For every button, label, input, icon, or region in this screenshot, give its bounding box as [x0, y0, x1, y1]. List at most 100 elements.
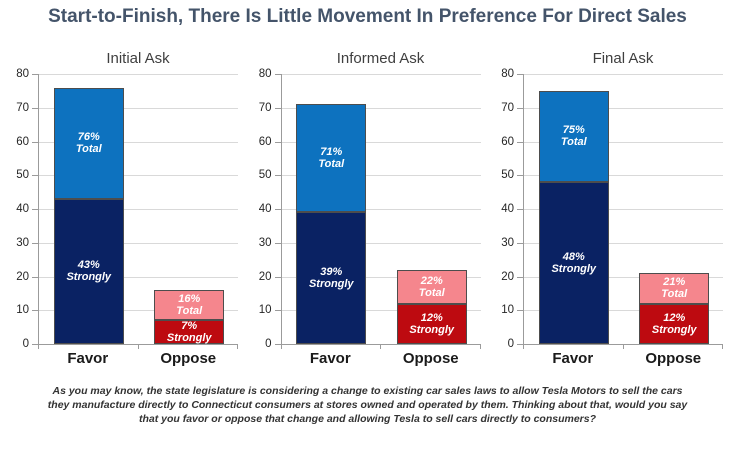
bar-favor: 39% Strongly 71% Total — [296, 74, 367, 344]
y-axis: 0 10 20 30 40 50 60 70 80 — [247, 68, 281, 350]
y-tick-mark — [517, 209, 523, 210]
charts-container: Initial Ask 0 10 20 30 40 50 60 70 80 43% Strongly 7… — [0, 50, 735, 370]
y-tick-mark — [274, 141, 281, 143]
panel-title: Final Ask — [592, 50, 654, 67]
bar-oppose: 12% Strongly 22% Total — [396, 74, 467, 344]
y-tick-mark — [274, 209, 281, 210]
bar-favor: 48% Strongly 75% Total — [538, 74, 609, 344]
segment-percent: 12% — [420, 311, 443, 324]
y-tick-mark — [517, 344, 523, 345]
y-tick-mark — [274, 344, 281, 345]
segment-word: Total — [418, 286, 445, 299]
x-tick-mark — [380, 345, 381, 349]
y-tick-label: 80 — [16, 68, 29, 80]
segment-percent: 71% — [320, 146, 343, 159]
y-tick-mark — [517, 74, 523, 75]
segment-percent: 43% — [77, 259, 100, 272]
segment-label: 76% Total — [76, 131, 102, 155]
y-tick-label: 80 — [258, 68, 272, 80]
y-tick-label: 80 — [501, 68, 514, 80]
y-tick-mark — [274, 276, 281, 278]
gridline — [281, 276, 481, 278]
category-label-oppose: Oppose — [645, 350, 702, 367]
y-tick-label: 20 — [501, 270, 514, 283]
y-tick-label: 70 — [16, 101, 29, 114]
segment-percent: 48% — [562, 251, 585, 263]
segment-word: Strongly — [66, 271, 112, 284]
segment-word: Strongly — [551, 263, 597, 275]
segment-percent: 39% — [320, 266, 343, 279]
segment-label: 71% Total — [318, 146, 344, 170]
y-tick-mark — [517, 107, 523, 109]
gridline — [524, 141, 723, 143]
segment-label: 39% Strongly — [309, 266, 354, 290]
bar-segment-strongly: 12% Strongly — [396, 303, 467, 344]
y-tick-mark — [274, 175, 281, 177]
gridline — [524, 310, 723, 312]
y-tick-mark — [32, 344, 38, 345]
bar-segment-total: 76% Total — [53, 87, 124, 199]
y-tick-mark — [274, 242, 281, 244]
segment-label: 16% Total — [176, 293, 202, 317]
y-tick-mark — [274, 74, 281, 75]
category-label-favor: Favor — [67, 350, 109, 367]
y-tick-label: 20 — [16, 270, 29, 283]
segment-word: Total — [75, 143, 102, 156]
y-tick-label: 70 — [501, 101, 514, 114]
gridline — [281, 242, 481, 244]
bar-segment-total: 22% Total — [396, 269, 467, 304]
bar-oppose: 7% Strongly 16% Total — [154, 74, 225, 344]
y-tick-label: 0 — [22, 338, 29, 350]
gridline — [281, 209, 481, 210]
y-tick-label: 60 — [16, 135, 29, 148]
y-tick-mark — [32, 141, 38, 143]
segment-percent: 21% — [663, 276, 686, 289]
segment-word: Total — [560, 136, 587, 149]
y-axis: 0 10 20 30 40 50 60 70 80 — [4, 68, 38, 350]
bar-segment-strongly: 12% Strongly — [639, 303, 710, 344]
gridline — [281, 175, 481, 177]
bar-segment-strongly: 48% Strongly — [538, 182, 609, 344]
segment-percent: 16% — [178, 293, 201, 306]
y-tick-label: 30 — [501, 236, 514, 249]
y-tick-label: 30 — [258, 236, 272, 249]
gridline — [524, 209, 723, 210]
category-label-favor: Favor — [552, 350, 594, 367]
segment-label: 22% Total — [419, 275, 445, 299]
y-tick-label: 30 — [16, 236, 29, 249]
segment-word: Strongly — [651, 323, 697, 336]
gridline — [524, 276, 723, 278]
footnote: As you may know, the state legislature i… — [0, 384, 735, 426]
gridline — [39, 175, 238, 177]
x-tick-mark — [523, 345, 524, 349]
bar-oppose: 12% Strongly 21% Total — [639, 74, 710, 344]
category-label-oppose: Oppose — [160, 350, 217, 367]
segment-percent: 12% — [663, 311, 686, 324]
segment-label: 12% Strongly — [409, 312, 454, 336]
panel-title: Informed Ask — [336, 50, 425, 67]
y-tick-label: 60 — [501, 135, 514, 148]
x-tick-mark — [38, 345, 39, 349]
plot-row: 0 10 20 30 40 50 60 70 80 43% Strongly 76% Total 7% St… — [4, 68, 242, 350]
y-tick-mark — [32, 276, 38, 278]
x-tick-mark — [280, 345, 282, 349]
x-axis-labels: Favor Oppose — [38, 350, 237, 370]
segment-label: 43% Strongly — [66, 259, 111, 283]
segment-label: 75% Total — [561, 124, 587, 148]
segment-label: 21% Total — [661, 276, 687, 300]
y-axis: 0 10 20 30 40 50 60 70 80 — [489, 68, 523, 350]
y-tick-mark — [32, 209, 38, 210]
gridline — [39, 141, 238, 143]
x-tick-mark — [722, 345, 723, 349]
y-tick-mark — [517, 276, 523, 278]
bar-segment-strongly: 7% Strongly — [154, 320, 225, 344]
gridline — [39, 209, 238, 210]
gridline — [39, 74, 238, 75]
chart-panel-informed-ask: Informed Ask 0 10 20 30 40 50 60 70 80 39% Strongly… — [247, 50, 485, 370]
bar-segment-strongly: 43% Strongly — [53, 198, 124, 344]
segment-percent: 22% — [420, 274, 443, 287]
plot-row: 0 10 20 30 40 50 60 70 80 39% Strongly 71% Total 12% S… — [247, 68, 485, 350]
y-tick-label: 60 — [258, 135, 272, 148]
y-tick-mark — [32, 242, 38, 244]
x-axis-labels: Favor Oppose — [281, 350, 480, 370]
